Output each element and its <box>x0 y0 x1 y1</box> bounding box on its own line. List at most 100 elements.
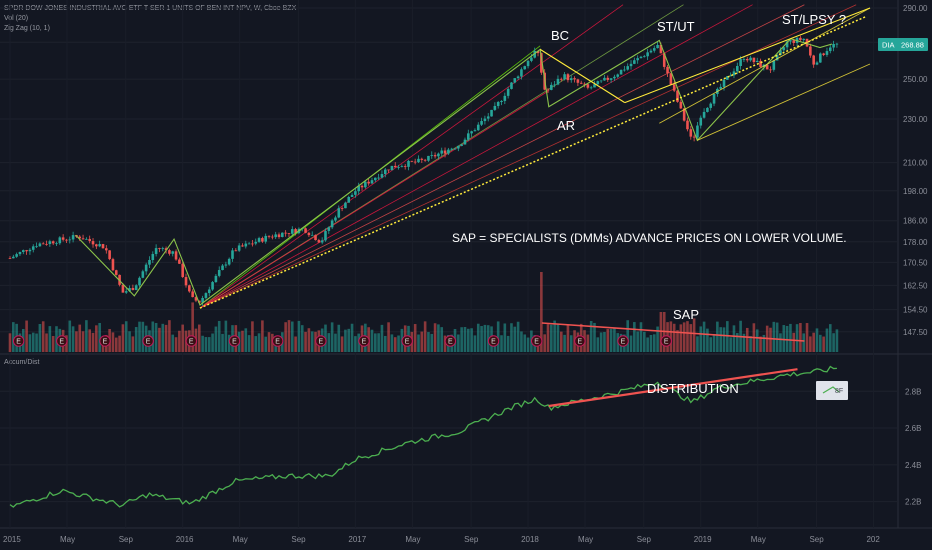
accum-dist-axis[interactable]: 2.8B 2.6B 2.4B 2.2B <box>905 387 921 506</box>
price-tick-label: 290.00 <box>903 4 928 13</box>
candle-body <box>550 84 553 90</box>
price-tick-label: 210.00 <box>903 159 928 168</box>
volume-bar <box>805 323 809 352</box>
volume-bar <box>427 332 430 352</box>
volume-bar <box>709 337 713 352</box>
price-axis[interactable]: 290.00270.00250.00230.00210.00198.00186.… <box>903 4 928 337</box>
candle-body <box>357 185 361 192</box>
time-tick-label: Sep <box>637 535 652 544</box>
candle-body <box>643 56 646 58</box>
volume-bar <box>297 320 301 352</box>
volume-bar <box>636 331 639 352</box>
svg-text:E: E <box>664 339 669 346</box>
annotation-sap-note[interactable]: SAP = SPECIALISTS (DMMs) ADVANCE PRICES … <box>452 231 847 245</box>
candle-body <box>809 46 812 56</box>
candle-body <box>68 239 72 241</box>
candle-body <box>393 165 397 168</box>
annotation-sap[interactable]: SAP <box>673 307 699 322</box>
candle-body <box>154 248 158 255</box>
candle-body <box>520 69 523 77</box>
candle-body <box>480 121 483 125</box>
volume-bar <box>413 324 417 352</box>
candle-body <box>745 58 749 61</box>
volume-bar <box>38 323 42 352</box>
volume-bar <box>85 320 88 352</box>
candle-body <box>214 275 218 283</box>
volume-bar <box>261 320 264 352</box>
alert-widget[interactable]: 8F <box>816 381 848 400</box>
candle-body <box>164 248 168 251</box>
candle-body <box>609 78 613 80</box>
volume-bar <box>310 331 314 352</box>
volume-bar <box>374 333 377 352</box>
candle-body <box>490 109 493 117</box>
volume-bar <box>463 326 467 352</box>
candle-body <box>188 285 191 292</box>
svg-text:E: E <box>16 339 21 346</box>
volume-bar <box>802 333 806 352</box>
candle-body <box>284 232 287 234</box>
time-tick-label: 2015 <box>3 535 21 544</box>
zigzag-legend[interactable]: Zig Zag (10, 1) <box>4 25 50 32</box>
candle-body <box>105 248 108 251</box>
accum-dist-legend[interactable]: Accum/Dist <box>4 359 40 366</box>
candle-body <box>692 136 696 138</box>
candle-body <box>21 250 25 252</box>
candle-body <box>8 258 12 260</box>
candle-body <box>41 243 45 245</box>
volume-bar <box>330 322 334 352</box>
candle-body <box>25 250 28 252</box>
volume-bar <box>603 332 606 352</box>
candle-body <box>516 76 520 79</box>
candle-body <box>234 250 238 252</box>
candle-body <box>320 240 324 243</box>
volume-bar <box>672 323 676 352</box>
last-price-badge[interactable]: DIA 268.88 <box>878 38 928 51</box>
volume-bar <box>420 331 424 352</box>
candle-body <box>330 220 334 228</box>
volume-bar <box>550 324 553 352</box>
accum-dist-tick-label: 2.2B <box>905 498 921 507</box>
volume-bar <box>307 328 311 352</box>
time-tick-label: 2018 <box>521 535 539 544</box>
earnings-badge: E <box>531 335 543 347</box>
volume-bar <box>599 332 603 352</box>
candle-body <box>217 270 221 276</box>
volume-bar <box>344 329 347 352</box>
earnings-badge: E <box>444 335 457 347</box>
time-axis[interactable]: 2015 May Sep 2016 May Sep 2017 May Sep 2018 May Sep… <box>3 535 880 544</box>
candle-body <box>559 78 563 80</box>
annotation-st-ut[interactable]: ST/UT <box>657 19 695 34</box>
volume-bar <box>138 321 141 352</box>
annotation-distribution[interactable]: DISTRIBUTION <box>647 381 739 396</box>
volume-bar <box>81 331 85 352</box>
volume-bar <box>201 335 204 352</box>
volume-bar <box>586 334 590 352</box>
candle-body <box>679 101 683 109</box>
candle-body <box>254 241 258 244</box>
annotation-bc[interactable]: BC <box>551 28 569 43</box>
price-tick-label: 230.00 <box>903 115 928 124</box>
annotation-st-lpsy[interactable]: ST/LPSY ? <box>782 12 846 27</box>
volume-legend[interactable]: Vol (20) <box>4 15 29 22</box>
volume-bar <box>496 321 500 352</box>
price-tick-label: 170.50 <box>903 258 928 267</box>
volume-bar <box>35 333 38 352</box>
candle-body <box>566 74 570 81</box>
sap-trendline <box>541 322 805 342</box>
volume-bar <box>251 321 254 352</box>
annotation-ar[interactable]: AR <box>557 118 575 133</box>
candle-body <box>626 66 630 70</box>
candle-body <box>546 89 550 91</box>
volume-bar <box>443 335 447 352</box>
time-tick-label: May <box>405 535 420 544</box>
candle-body <box>181 263 184 278</box>
candle-body <box>18 251 22 255</box>
candle-body <box>227 258 231 265</box>
candle-body <box>85 238 88 240</box>
candle-body <box>689 129 693 137</box>
earnings-badge: E <box>228 335 241 347</box>
candle-body <box>204 293 208 298</box>
